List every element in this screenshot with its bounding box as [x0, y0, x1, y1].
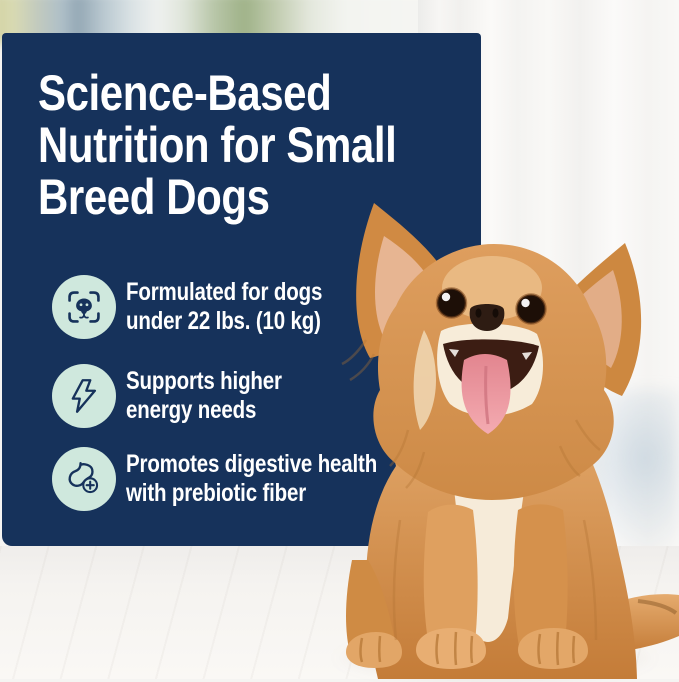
benefit-item-small-breed: Formulated for dogs under 22 lbs. (10 kg… [52, 275, 481, 339]
fur-texture [341, 339, 601, 641]
headline-line: Nutrition for Small [38, 117, 397, 173]
benefit-list: Formulated for dogs under 22 lbs. (10 kg… [38, 275, 481, 511]
headline-line: Breed Dogs [38, 169, 270, 225]
benefit-text: Promotes digestive health with prebiotic… [126, 450, 377, 508]
benefit-line: Supports higher [126, 367, 282, 395]
benefit-line: energy needs [126, 396, 257, 424]
dog-face-scan-icon [68, 291, 100, 323]
benefit-icon-circle [52, 275, 116, 339]
benefit-icon-circle [52, 364, 116, 428]
headline-line: Science-Based [38, 65, 332, 121]
lightning-bolt-icon [71, 379, 97, 413]
benefit-item-digestive: Promotes digestive health with prebiotic… [52, 447, 481, 511]
benefit-text: Formulated for dogs under 22 lbs. (10 kg… [126, 278, 322, 336]
stomach-plus-icon [68, 462, 99, 494]
benefit-line: under 22 lbs. (10 kg) [126, 307, 321, 335]
benefit-line: with prebiotic fiber [126, 479, 307, 507]
benefit-line: Promotes digestive health [126, 450, 378, 478]
benefit-item-energy: Supports higher energy needs [52, 364, 481, 428]
benefit-text: Supports higher energy needs [126, 367, 282, 425]
headline: Science-Based Nutrition for Small Breed … [38, 67, 410, 223]
benefit-line: Formulated for dogs [126, 278, 323, 306]
benefit-icon-circle [52, 447, 116, 511]
dog-paws [359, 628, 588, 669]
dog-eyes [435, 287, 547, 325]
